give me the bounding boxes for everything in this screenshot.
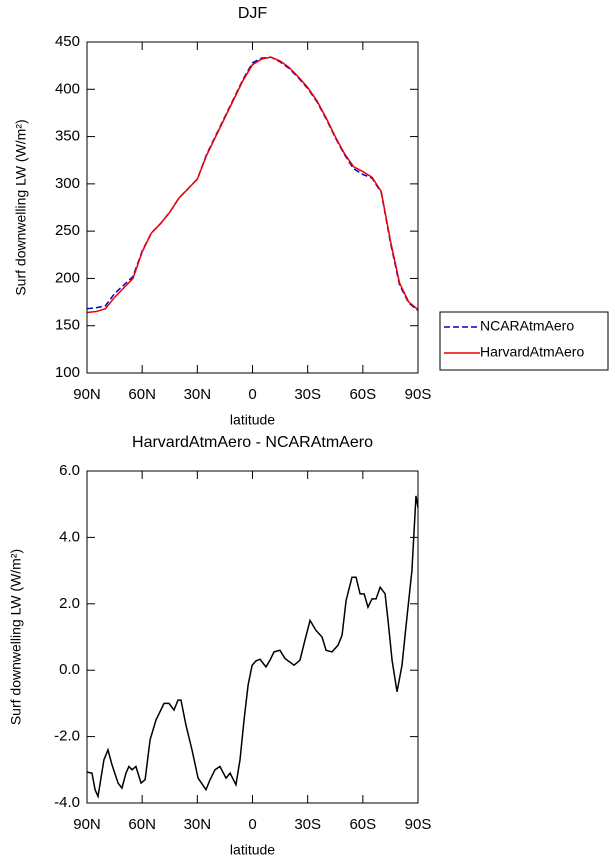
x-axis-label: latitude (230, 412, 275, 428)
x-tick-label: 90N (73, 386, 101, 403)
x-tick-label: 60N (128, 816, 156, 833)
x-tick-label: 30S (294, 386, 321, 403)
y-tick-label: 100 (55, 364, 80, 381)
series-line (86, 56, 419, 314)
x-tick-label: 30N (184, 386, 212, 403)
x-tick-label: 30N (184, 816, 212, 833)
chart-title: DJF (238, 5, 268, 22)
x-tick-label: 30S (294, 816, 321, 833)
plot-frame (86, 41, 419, 374)
y-axis-label: Surf downwelling LW (W/m²) (8, 549, 24, 725)
x-tick-label: 90S (405, 816, 432, 833)
x-tick-label: 0 (248, 386, 256, 403)
y-tick-label: 250 (55, 222, 80, 239)
y-tick-label: -4.0 (54, 794, 80, 811)
y-axis-label: Surf downwelling LW (W/m²) (13, 119, 29, 295)
y-tick-label: 400 (55, 80, 80, 97)
y-tick-label: 200 (55, 269, 80, 286)
y-tick-label: 4.0 (59, 528, 80, 545)
y-tick-label: 6.0 (59, 462, 80, 479)
y-tick-label: 0.0 (59, 661, 80, 678)
y-tick-label: 350 (55, 128, 80, 145)
y-tick-label: -2.0 (54, 728, 80, 745)
y-tick-label: 450 (55, 33, 80, 50)
x-tick-label: 90N (73, 816, 101, 833)
series-line (86, 495, 419, 799)
plot-frame (86, 470, 419, 804)
x-tick-label: 0 (248, 816, 256, 833)
x-tick-label: 60S (349, 386, 376, 403)
y-tick-label: 2.0 (59, 595, 80, 612)
x-tick-label: 90S (405, 386, 432, 403)
legend-box (439, 311, 609, 371)
legend-label: NCARAtmAero (480, 318, 574, 334)
legend-label: HarvardAtmAero (480, 344, 584, 360)
x-axis-label: latitude (230, 842, 275, 858)
x-tick-label: 60S (349, 816, 376, 833)
series-line (86, 56, 419, 312)
y-tick-label: 300 (55, 175, 80, 192)
x-tick-label: 60N (128, 386, 156, 403)
y-tick-label: 150 (55, 317, 80, 334)
chart-title: HarvardAtmAero - NCARAtmAero (132, 434, 373, 451)
